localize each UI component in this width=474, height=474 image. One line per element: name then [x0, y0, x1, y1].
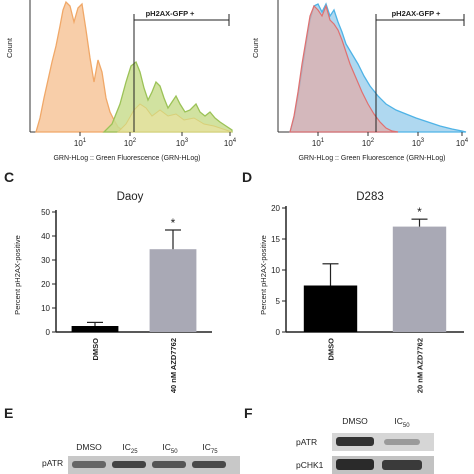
panel-f-letter: F — [244, 405, 253, 421]
panel-a-x-tick-label: 104 — [224, 138, 237, 148]
panel-d-y-tick-label: 10 — [271, 266, 280, 275]
panel-a-x-tick-label: 102 — [124, 138, 137, 148]
panel-f-row-label-1: pATR — [296, 437, 317, 447]
panel-c-significance: * — [171, 216, 176, 230]
panel-a-x-ticks: 101 102 103 104 — [74, 132, 237, 148]
panel-b-ylabel: Count — [251, 37, 260, 58]
panel-d-category-label: 20 nM AZD7762 — [416, 338, 425, 393]
panel-e-band-1 — [72, 461, 106, 468]
panel-d-bar — [303, 285, 358, 332]
panel-d-y-tick-label: 15 — [271, 235, 280, 244]
panel-b-x-tick-label: 101 — [312, 138, 325, 148]
panel-b-x-tick-label: 102 — [362, 138, 375, 148]
panel-d-bar — [392, 226, 447, 332]
panel-f-row-label-2: pCHK1 — [296, 460, 324, 470]
panel-a-x-tick-label: 103 — [176, 138, 189, 148]
panel-c-y-tick-label: 20 — [41, 280, 50, 289]
panel-a: Count pH2AX-GFP + 101 102 103 104 GRN-HLog … — [5, 0, 237, 162]
panel-b-x-ticks: 101 102 103 104 — [312, 132, 469, 148]
panel-c-category-label: DMSO — [91, 338, 100, 361]
panel-e: E DMSO IC25 IC50 IC75 pATR — [4, 405, 240, 474]
panel-c-plot: 0 10 20 30 40 50 DMSO * 40 nM AZD7762 — [41, 208, 212, 393]
panel-b-x-tick-label: 104 — [456, 138, 469, 148]
panel-c-y-tick-label: 40 — [41, 232, 50, 241]
panel-a-x-tick-label: 101 — [74, 138, 87, 148]
panel-e-lane-label: IC75 — [202, 442, 218, 455]
panel-d-category-label: DMSO — [327, 338, 336, 361]
panel-b-gate-label: pH2AX-GFP + — [392, 9, 441, 18]
panel-e-band-3 — [152, 461, 186, 468]
panel-d-y-tick-label: 5 — [276, 297, 281, 306]
panel-c-bar — [71, 326, 119, 332]
panel-e-lane-label: IC25 — [122, 442, 138, 455]
panel-f-blot-row-1 — [332, 433, 434, 451]
panel-f: F DMSO IC50 pATR pCHK1 — [244, 405, 434, 474]
panel-d-title: D283 — [356, 191, 384, 203]
panel-d: D D283 Percent pH2AX-positive 0 5 10 15 20 DM… — [242, 169, 464, 393]
panel-a-gate-label: pH2AX-GFP + — [146, 9, 195, 18]
panel-d-ylabel: Percent pH2AX-positive — [259, 235, 268, 315]
panel-d-significance: * — [417, 205, 422, 219]
panel-d-letter: D — [242, 169, 252, 185]
panel-e-lane-labels: DMSO IC25 IC50 IC75 — [76, 442, 218, 455]
panel-e-band-2 — [112, 461, 146, 468]
panel-c-y-tick-label: 0 — [46, 328, 51, 337]
panel-f-lane-labels: DMSO IC50 — [342, 416, 410, 429]
panel-e-lane-label: IC50 — [162, 442, 178, 455]
panel-c-title: Daoy — [117, 191, 144, 203]
panel-a-ylabel: Count — [5, 37, 14, 58]
panel-e-lane-label: DMSO — [76, 442, 102, 452]
panel-d-y-tick-label: 20 — [271, 204, 280, 213]
panel-e-letter: E — [4, 405, 13, 421]
panel-f-blot-row-2 — [332, 456, 434, 474]
panel-e-blot — [68, 456, 240, 474]
panel-f-band-2a — [336, 459, 374, 470]
panel-b-control-histogram — [289, 4, 399, 133]
panel-c-ylabel: Percent pH2AX-positive — [13, 235, 22, 315]
panel-f-lane-label: DMSO — [342, 416, 368, 426]
panel-f-band-1a — [336, 437, 374, 446]
panel-d-y-tick-label: 0 — [276, 328, 281, 337]
panel-f-band-2b — [382, 460, 422, 470]
panel-c-y-tick-label: 50 — [41, 208, 50, 217]
panel-b-xlabel: GRN-HLog :: Green Fluorescence (GRN-HLog… — [298, 155, 445, 162]
panel-c-category-label: 40 nM AZD7762 — [169, 338, 178, 393]
panel-b-x-tick-label: 103 — [412, 138, 425, 148]
panel-c: C Daoy Percent pH2AX-positive 0 10 20 30 40 5… — [4, 169, 212, 393]
panel-c-letter: C — [4, 169, 14, 185]
panel-c-y-tick-label: 30 — [41, 256, 50, 265]
panel-e-row-label: pATR — [42, 458, 63, 468]
panel-c-y-tick-label: 10 — [41, 304, 50, 313]
panel-d-plot: 0 5 10 15 20 DMSO * 20 nM AZD7762 — [271, 204, 464, 393]
panel-a-overlay-histogram — [116, 103, 233, 133]
panel-f-band-1b — [384, 439, 420, 445]
panel-b: Count pH2AX-GFP + 101 102 103 104 GRN-HLog … — [251, 0, 469, 162]
panel-a-xlabel: GRN-HLog :: Green Fluorescence (GRN-HLog… — [53, 155, 200, 162]
panel-c-bar — [149, 249, 197, 332]
panel-f-lane-label: IC50 — [394, 416, 410, 429]
panel-e-band-4 — [192, 461, 226, 468]
